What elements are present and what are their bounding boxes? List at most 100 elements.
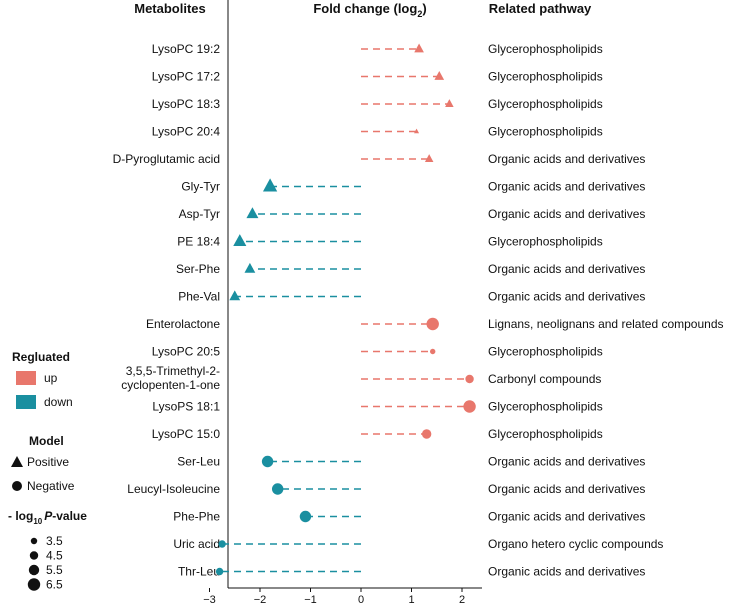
metabolite-row: 3,5,5-Trimethyl-2-cyclopenten-1-one Carbo… <box>121 364 601 392</box>
legend-pval-label: 3.5 <box>46 534 63 548</box>
legend-model-title: Model <box>29 434 64 448</box>
legend-pval-title-sub: 10 <box>33 517 42 526</box>
metabolite-label: Ser-Phe <box>176 262 220 276</box>
pathway-label: Organo hetero cyclic compounds <box>488 537 663 551</box>
fold-change-marker-triangle <box>229 290 241 301</box>
x-axis-ticks: −3 −2 −1 0 1 2 <box>203 588 465 605</box>
legend-pval-items: 3.54.55.56.5 <box>27 534 63 592</box>
fold-change-marker-triangle <box>424 154 434 162</box>
metabolite-label-line: LysoPC 17:2 <box>152 70 221 84</box>
pathway-label: Organic acids and derivatives <box>488 510 645 524</box>
metabolite-label-line: Ser-Phe <box>176 262 220 276</box>
metabolite-label: Leucyl-Isoleucine <box>127 482 220 496</box>
metabolite-label: LysoPC 18:3 <box>152 97 221 111</box>
metabolite-label: LysoPS 18:1 <box>152 400 220 414</box>
metabolite-row: Phe-Val Organic acids and derivatives <box>178 290 645 304</box>
pathway-label: Organic acids and derivatives <box>488 152 645 166</box>
metabolite-label-line: cyclopenten-1-one <box>121 378 220 392</box>
metabolite-label: Uric acid <box>173 537 220 551</box>
metabolite-label-line: LysoPC 20:4 <box>152 125 221 139</box>
metabolite-row: Gly-Tyr Organic acids and derivatives <box>181 178 645 194</box>
metabolite-label-line: LysoPC 15:0 <box>152 427 221 441</box>
header-pathway: Related pathway <box>489 1 592 16</box>
metabolite-label: D-Pyroglutamic acid <box>113 152 220 166</box>
metabolite-row: Ser-Phe Organic acids and derivatives <box>176 262 645 276</box>
legend-triangle-icon <box>11 456 23 467</box>
fold-change-marker-triangle <box>246 207 259 219</box>
metabolite-row: Uric acid Organo hetero cyclic compounds <box>173 537 663 551</box>
legend-pval-size <box>28 564 40 576</box>
metabolite-label: Phe-Val <box>178 290 220 304</box>
pathway-label: Glycerophospholipids <box>488 70 603 84</box>
metabolite-label: Asp-Tyr <box>179 207 220 221</box>
legend-model-label: Negative <box>27 479 75 493</box>
legend-pval-size <box>30 537 38 545</box>
metabolite-row: LysoPC 20:5 Glycerophospholipids <box>152 345 603 359</box>
fold-change-marker-circle <box>261 455 274 468</box>
metabolite-label-line: Phe-Phe <box>173 510 220 524</box>
fold-change-marker-circle <box>271 483 284 495</box>
metabolite-label-line: D-Pyroglutamic acid <box>113 152 220 166</box>
pathway-label: Glycerophospholipids <box>488 97 603 111</box>
legend-model-label: Positive <box>27 455 69 469</box>
header-fold-change: Fold change (log2) <box>313 1 426 19</box>
metabolite-label: Enterolactone <box>146 317 220 331</box>
metabolite-label-line: LysoPC 19:2 <box>152 42 221 56</box>
legend-pval-title-prefix: - log <box>8 509 33 523</box>
metabolite-row: Thr-Leu Organic acids and derivatives <box>178 565 645 579</box>
metabolite-row: LysoPC 15:0 Glycerophospholipids <box>152 427 603 441</box>
fold-change-marker-triangle <box>233 234 247 247</box>
pathway-label: Glycerophospholipids <box>488 345 603 359</box>
metabolite-label: LysoPC 17:2 <box>152 70 221 84</box>
metabolite-label-line: Thr-Leu <box>178 565 220 579</box>
fold-change-marker-triangle <box>262 178 278 192</box>
x-tick-label: −3 <box>203 594 216 605</box>
metabolite-label-line: Phe-Val <box>178 290 220 304</box>
pathway-label: Lignans, neolignans and related compound… <box>488 317 724 331</box>
x-tick-label: 0 <box>358 594 364 605</box>
fold-change-marker-triangle <box>244 262 256 273</box>
pathway-label: Glycerophospholipids <box>488 235 603 249</box>
legend-pval-label: 4.5 <box>46 549 63 563</box>
fold-change-marker-circle <box>465 374 474 384</box>
metabolite-label-line: LysoPC 20:5 <box>152 345 221 359</box>
pathway-label: Organic acids and derivatives <box>488 207 645 221</box>
header-fold-change-prefix: Fold change (log <box>313 1 417 16</box>
legend-pval-size <box>27 578 41 591</box>
fold-change-marker-circle <box>299 510 312 523</box>
legend-regulated-items: up down <box>16 371 73 409</box>
metabolite-row: PE 18:4 Glycerophospholipids <box>177 234 603 249</box>
header-metabolites: Metabolites <box>134 1 206 16</box>
metabolite-label: PE 18:4 <box>177 235 220 249</box>
metabolite-label-line: 3,5,5-Trimethyl-2- <box>126 364 220 378</box>
legend-pval-label: 6.5 <box>46 578 63 592</box>
x-tick-label: 1 <box>408 594 414 605</box>
legend-pval-size <box>29 551 39 560</box>
fold-change-marker-circle <box>215 567 224 576</box>
metabolite-label: Ser-Leu <box>177 455 220 469</box>
legend-swatch-up <box>16 371 36 385</box>
metabolite-label: 3,5,5-Trimethyl-2-cyclopenten-1-one <box>121 364 220 392</box>
pathway-label: Organic acids and derivatives <box>488 482 645 496</box>
metabolite-label-line: PE 18:4 <box>177 235 220 249</box>
pathway-label: Organic acids and derivatives <box>488 455 645 469</box>
metabolite-row: LysoPC 19:2 Glycerophospholipids <box>152 42 603 56</box>
metabolite-label: LysoPC 20:4 <box>152 125 221 139</box>
x-tick-label: −1 <box>304 594 317 605</box>
metabolite-label: Gly-Tyr <box>181 180 220 194</box>
pathway-label: Organic acids and derivatives <box>488 262 645 276</box>
metabolite-label-line: LysoPS 18:1 <box>152 400 220 414</box>
metabolite-row: LysoPS 18:1 Glycerophospholipids <box>152 400 602 414</box>
fold-change-marker-circle <box>218 540 226 548</box>
metabolite-row: Phe-Phe Organic acids and derivatives <box>173 510 645 524</box>
metabolite-row: D-Pyroglutamic acid Organic acids and der… <box>113 152 646 166</box>
metabolite-row: Asp-Tyr Organic acids and derivatives <box>179 207 646 221</box>
metabolite-label-line: Gly-Tyr <box>181 180 220 194</box>
pathway-label: Glycerophospholipids <box>488 427 603 441</box>
pathway-label: Organic acids and derivatives <box>488 180 645 194</box>
legend-label-up: up <box>44 371 58 385</box>
pathway-label: Organic acids and derivatives <box>488 290 645 304</box>
fold-change-marker-triangle <box>414 128 420 134</box>
metabolite-row: LysoPC 20:4 Glycerophospholipids <box>152 125 603 139</box>
